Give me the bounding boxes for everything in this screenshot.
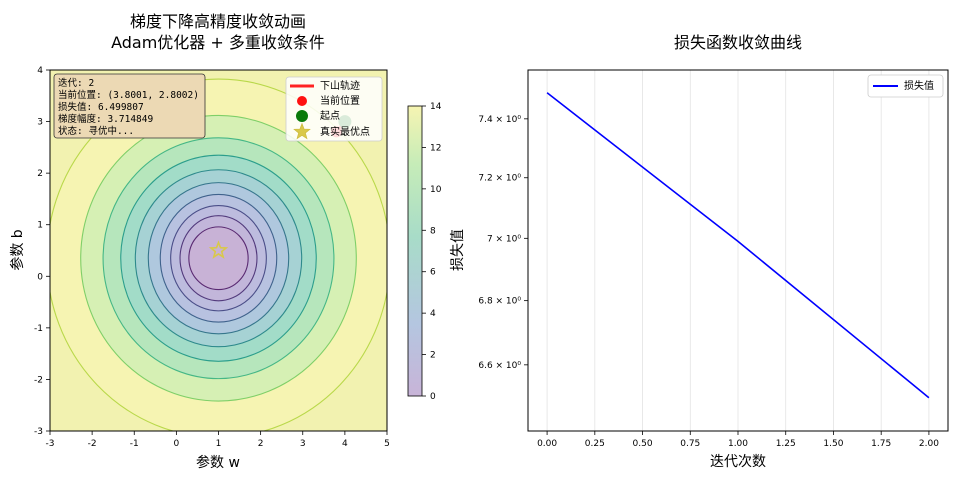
- info-iteration: 迭代: 2: [58, 77, 94, 89]
- loss-ytick-label-2: 7 × 10⁰: [487, 234, 521, 244]
- colorbar-tick-label-5: 10: [430, 185, 442, 195]
- contour-xtick-label-8: 5: [384, 439, 390, 449]
- info-position: 当前位置: (3.8001, 2.8002): [58, 89, 199, 101]
- contour-xtick-label-0: -3: [46, 439, 55, 449]
- loss-xtick-label-7: 1.75: [871, 439, 891, 449]
- contour-line-9: [188, 226, 249, 291]
- loss-ytick-label-0: 6.6 × 10⁰: [478, 361, 521, 371]
- colorbar-tick-label-6: 12: [430, 143, 441, 153]
- loss-ytick-label-1: 6.8 × 10⁰: [478, 297, 521, 307]
- loss-legend-label: 损失值: [904, 79, 934, 92]
- loss-xtick-label-6: 1.50: [823, 439, 843, 449]
- contour-xtick-label-2: -1: [130, 439, 139, 449]
- contour-ytick-label-7: 4: [37, 66, 43, 76]
- loss-xlabel: 迭代次数: [710, 454, 766, 470]
- contour-ticks: -3 -2 -1 0 1 2 3 4 5 -3 -2 -1 0 1 2 3 4: [34, 66, 390, 449]
- loss-xtick-label-3: 0.75: [680, 439, 700, 449]
- loss-legend: 损失值: [867, 74, 944, 98]
- contour-legend: 下山轨迹 当前位置 起点 真实最优点: [285, 76, 383, 142]
- contour-line-2: [102, 137, 335, 380]
- colorbar-tick-label-7: 14: [430, 102, 442, 112]
- contour-ytick-label-2: -1: [34, 324, 43, 334]
- loss-ytick-label-4: 7.4 × 10⁰: [478, 115, 521, 125]
- contour-xtick-label-4: 1: [216, 439, 222, 449]
- loss-legend-box: [867, 74, 944, 98]
- loss-xtick-label-0: 0.00: [537, 439, 557, 449]
- loss-grid: [546, 70, 930, 431]
- contour-line-0: [50, 78, 387, 431]
- contour-xtick-label-1: -2: [88, 439, 97, 449]
- contour-line-4: [134, 169, 303, 348]
- loss-xtick-label-8: 2.00: [919, 439, 939, 449]
- contour-xtick-label-3: 0: [174, 439, 180, 449]
- colorbar: 0 2 4 6 8 10 12 14: [407, 102, 442, 402]
- loss-xtick-label-2: 0.50: [633, 439, 653, 449]
- info-status: 状态: 寻优中...: [58, 125, 134, 137]
- contour-xtick-label-7: 4: [342, 439, 348, 449]
- loss-xtick-label-1: 0.25: [585, 439, 605, 449]
- colorbar-tick-label-2: 4: [430, 309, 436, 319]
- contour-xtick-label-5: 2: [258, 439, 264, 449]
- loss-ticks: 0.00 0.25 0.50 0.75 1.00 1.25 1.50 1.75 2.00 6.6 …: [478, 115, 939, 449]
- info-box-background: [53, 73, 206, 139]
- loss-xtick-label-4: 1.00: [728, 439, 748, 449]
- contour-ytick-label-3: 0: [37, 272, 43, 282]
- info-gradient: 梯度幅度: 3.714849: [58, 113, 153, 125]
- colorbar-tick-label-1: 2: [430, 351, 436, 361]
- colorbar-tick-label-4: 8: [430, 226, 436, 236]
- legend-optimum-label: 真实最优点: [320, 125, 370, 138]
- legend-current-swatch: [297, 96, 307, 106]
- legend-optimum-swatch: [293, 122, 311, 140]
- optimum-star: [208, 240, 229, 259]
- legend-start-swatch: [296, 110, 308, 122]
- contour-line-5: [147, 182, 290, 335]
- legend-current-label: 当前位置: [320, 94, 360, 107]
- contour-line-6: [159, 193, 278, 323]
- loss-xtick-label-5: 1.25: [776, 439, 796, 449]
- loss-ytick-label-3: 7.2 × 10⁰: [478, 174, 521, 184]
- contour-ytick-label-4: 1: [37, 221, 43, 231]
- contour-line-7: [170, 205, 267, 312]
- loss-title: 损失函数收敛曲线: [674, 33, 802, 52]
- contour-plot-area: [50, 70, 387, 431]
- contour-subtitle: Adam优化器 + 多重收敛条件: [111, 33, 325, 52]
- contour-ylabel: 参数 b: [9, 229, 26, 270]
- contour-xtick-label-6: 3: [300, 439, 306, 449]
- contour-ytick-label-5: 2: [37, 169, 43, 179]
- contour-ytick-label-0: -3: [34, 427, 43, 437]
- contour-ytick-label-1: -2: [34, 375, 43, 385]
- contour-fill-9: [188, 226, 249, 290]
- colorbar-tick-label-0: 0: [430, 392, 436, 402]
- contour-xlabel: 参数 w: [196, 454, 240, 471]
- contour-legend-box: [285, 76, 383, 142]
- loss-points: [546, 92, 930, 398]
- contour-title: 梯度下降高精度收敛动画: [130, 12, 306, 31]
- info-loss: 损失值: 6.499807: [58, 101, 144, 113]
- colorbar-ticks: 0 2 4 6 8 10 12 14: [422, 102, 442, 402]
- colorbar-tick-label-3: 6: [430, 268, 436, 278]
- info-box: 迭代: 2 当前位置: (3.8001, 2.8002) 损失值: 6.4998…: [53, 73, 206, 139]
- contour-ytick-label-6: 3: [37, 118, 43, 128]
- colorbar-gradient: [407, 105, 423, 397]
- loss-ylabel: 损失值: [450, 229, 466, 271]
- contour-line-8: [179, 215, 258, 302]
- contour-line-3: [120, 154, 317, 362]
- contour-line-1: [80, 114, 357, 402]
- legend-trajectory-label: 下山轨迹: [320, 79, 360, 92]
- legend-start-label: 起点: [320, 110, 340, 122]
